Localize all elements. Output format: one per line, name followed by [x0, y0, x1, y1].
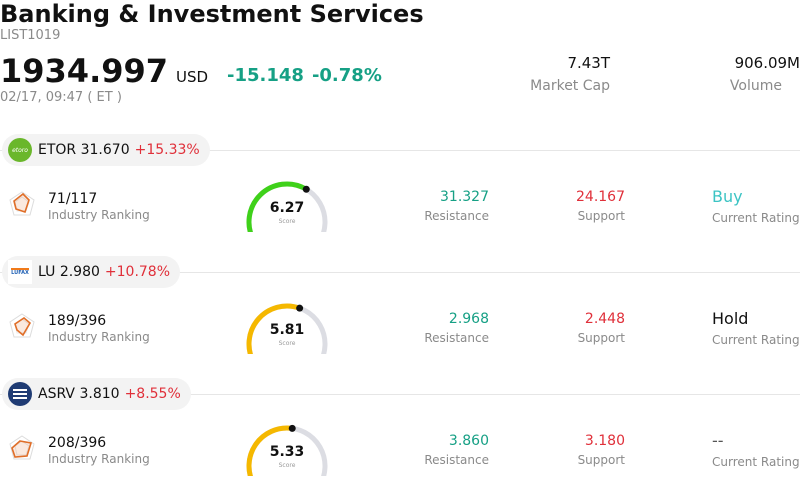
industry-ranking-value: 208/396 — [48, 435, 107, 451]
stock-price: 31.670 — [80, 142, 130, 158]
etoro-logo: etoro — [8, 138, 32, 162]
score-gauge — [246, 181, 328, 232]
index-code: LIST1019 — [0, 28, 61, 43]
support-label: Support — [577, 331, 625, 345]
support-label: Support — [577, 209, 625, 223]
current-rating-label: Current Rating — [712, 211, 800, 225]
score-label: Score — [278, 340, 296, 347]
lufax-logo: LUFAX — [8, 260, 32, 284]
resistance-value: 2.968 — [448, 311, 489, 327]
volume-label: Volume — [729, 78, 782, 94]
score-value: 5.81 — [269, 322, 305, 338]
stock-price: 2.980 — [59, 264, 100, 280]
timestamp: 02/17, 09:47 ( ET ) — [0, 90, 122, 105]
radar-chart-icon — [9, 435, 35, 460]
price-change: -15.148 -0.78% — [227, 65, 382, 86]
ameriserv-logo — [8, 382, 32, 406]
support-label: Support — [577, 453, 625, 467]
stock-ticker: ASRV — [38, 386, 76, 402]
stock-ticker: ETOR — [38, 142, 77, 158]
industry-ranking-label: Industry Ranking — [48, 208, 150, 222]
resistance-value: 31.327 — [440, 189, 489, 205]
support-value: 2.448 — [584, 311, 625, 327]
resistance-label: Resistance — [424, 209, 489, 223]
score-gauge — [246, 424, 328, 476]
current-rating-value: -- — [712, 431, 724, 450]
score-gauge — [246, 303, 328, 354]
stock-pill[interactable]: LUFAX LU 2.980 +10.78% — [2, 256, 181, 288]
change-value: -15.148 — [227, 65, 304, 86]
stock-pill[interactable]: etoro ETOR 31.670 +15.33% — [2, 134, 210, 166]
resistance-value: 3.860 — [448, 433, 489, 449]
radar-chart-icon — [9, 191, 35, 216]
support-value: 24.167 — [576, 189, 625, 205]
stock-change-percent: +15.33% — [134, 142, 200, 158]
support-value: 3.180 — [584, 433, 625, 449]
market-cap-value: 7.43T — [567, 54, 610, 72]
radar-chart-icon — [9, 313, 35, 338]
index-price: 1934.997 — [0, 52, 169, 90]
section-divider — [0, 150, 800, 151]
resistance-label: Resistance — [424, 453, 489, 467]
current-rating-value: Hold — [712, 309, 749, 328]
resistance-label: Resistance — [424, 331, 489, 345]
industry-ranking-label: Industry Ranking — [48, 452, 150, 466]
stock-change-percent: +10.78% — [104, 264, 171, 280]
score-value: 5.33 — [269, 444, 305, 460]
industry-ranking-value: 71/117 — [48, 191, 98, 207]
market-cap-label: Market Cap — [530, 78, 610, 94]
score-label: Score — [278, 462, 296, 469]
current-rating-label: Current Rating — [712, 333, 800, 347]
page-title: Banking & Investment Services — [0, 0, 424, 28]
section-divider — [0, 394, 800, 395]
industry-ranking-label: Industry Ranking — [48, 330, 150, 344]
volume-value: 906.09M — [734, 54, 800, 72]
current-rating-value: Buy — [712, 187, 743, 206]
current-rating-label: Current Rating — [712, 455, 800, 469]
score-label: Score — [278, 218, 296, 225]
industry-ranking-value: 189/396 — [48, 313, 107, 329]
stock-ticker: LU — [38, 264, 56, 280]
change-percent: -0.78% — [311, 65, 382, 86]
section-divider — [0, 272, 800, 273]
stock-pill[interactable]: ASRV 3.810 +8.55% — [2, 378, 191, 410]
stock-change-percent: +8.55% — [124, 386, 181, 402]
score-value: 6.27 — [269, 200, 305, 216]
stock-price: 3.810 — [79, 386, 120, 402]
currency-label: USD — [176, 68, 209, 86]
